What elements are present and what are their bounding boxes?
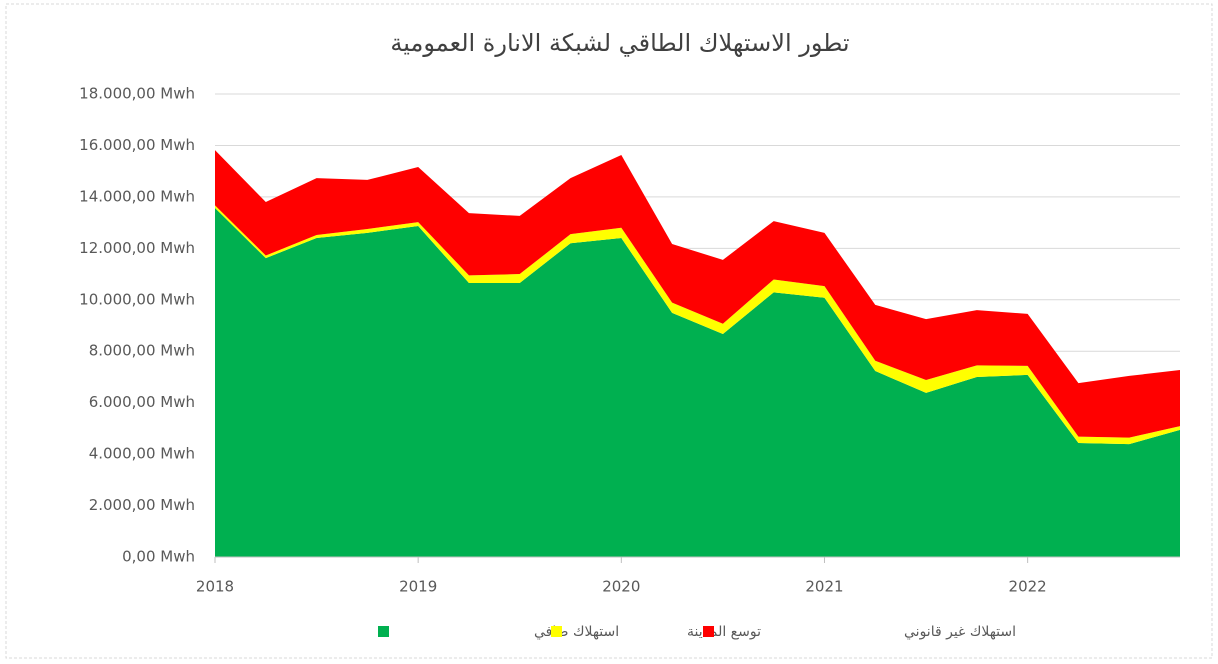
x-tick-label: 2021 [805,578,843,596]
y-tick-label: 2.000,00 Mwh [89,496,195,514]
chart-title: تطور الاستهلاك الطاقي لشبكة الانارة العم… [390,29,849,57]
x-tick-label: 2022 [1009,578,1047,596]
y-tick-label: 18.000,00 Mwh [79,85,195,103]
x-tick-label: 2019 [399,578,437,596]
y-tick-label: 16.000,00 Mwh [79,136,195,154]
y-tick-label: 8.000,00 Mwh [89,342,195,360]
area [215,205,1180,445]
y-tick-label: 14.000,00 Mwh [79,187,195,205]
legend-label: استهلاك غير قانوني [904,624,1016,640]
y-tick-label: 4.000,00 Mwh [89,445,195,463]
legend-swatch [551,626,562,637]
y-tick-label: 10.000,00 Mwh [79,290,195,308]
y-tick-label: 12.000,00 Mwh [79,239,195,257]
legend-label: توسع المدينة [687,624,761,640]
area [215,207,1180,557]
x-tick-label: 2018 [196,578,234,596]
legend-swatch [703,626,714,637]
area [215,150,1180,438]
legend-label: استهلاك صافي [534,624,619,640]
y-tick-label: 6.000,00 Mwh [89,393,195,411]
x-tick-label: 2020 [602,578,640,596]
y-tick-label: 0,00 Mwh [122,548,195,566]
legend-swatch [378,626,389,637]
